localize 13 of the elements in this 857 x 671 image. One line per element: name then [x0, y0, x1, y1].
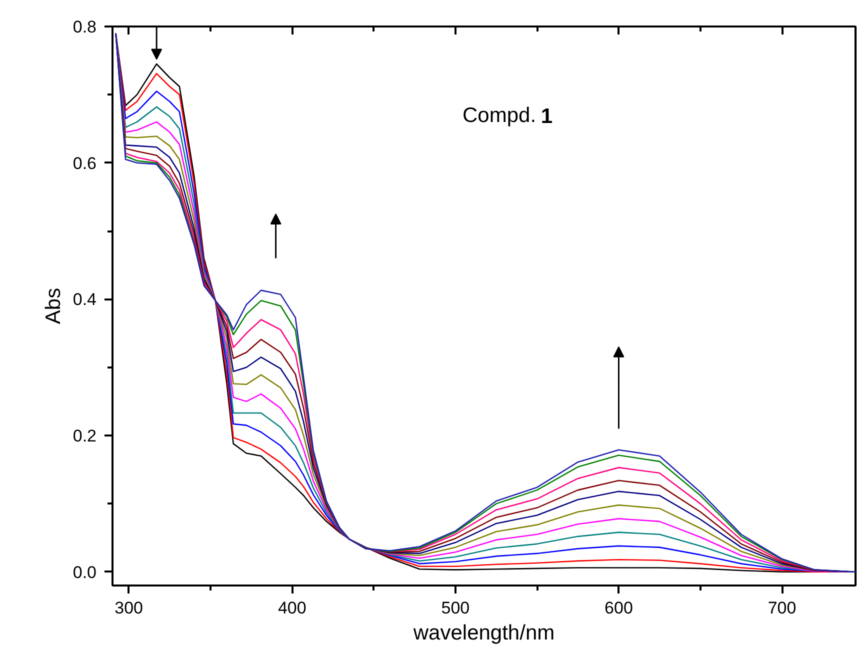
y-tick-label: 0.2	[72, 426, 97, 446]
x-axis-title: wavelength/nm	[412, 622, 555, 644]
y-tick-label: 0.0	[72, 562, 97, 582]
y-tick-label: 0.6	[72, 154, 97, 173]
y-tick-label: 0.4	[72, 290, 97, 310]
y-axis-title: Abs	[42, 288, 65, 324]
x-tick-label: 300	[114, 598, 144, 618]
x-tick-label: 400	[278, 598, 306, 618]
y-tick-label: 0.8	[72, 18, 97, 36]
x-tick-label: 700	[768, 598, 796, 618]
x-tick-label: 600	[604, 598, 633, 618]
x-tick-label: 500	[441, 598, 470, 618]
annotation: Compd. 1	[462, 104, 553, 128]
